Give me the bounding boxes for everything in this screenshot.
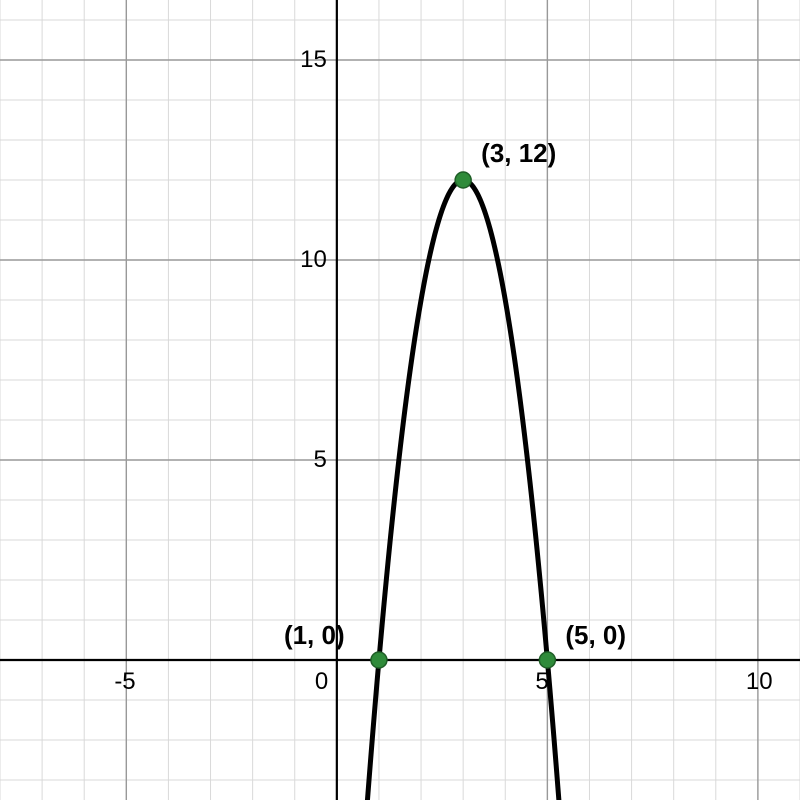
x-tick-label: 5 (535, 668, 548, 696)
data-point (455, 172, 471, 188)
y-tick-label: 15 (300, 46, 327, 74)
parabola-chart: -5 0 5 10 5 10 15 (1, 0) (3, 12) (5, 0) (0, 0, 800, 800)
data-point (539, 652, 555, 668)
x-tick-label: -5 (114, 668, 135, 696)
x-tick-label: 0 (315, 668, 328, 696)
y-tick-label: 10 (300, 246, 327, 274)
x-tick-label: 10 (746, 668, 773, 696)
point-label: (1, 0) (284, 620, 345, 651)
point-label: (5, 0) (565, 620, 626, 651)
y-tick-label: 5 (313, 446, 326, 474)
point-label: (3, 12) (481, 138, 556, 169)
data-point (371, 652, 387, 668)
